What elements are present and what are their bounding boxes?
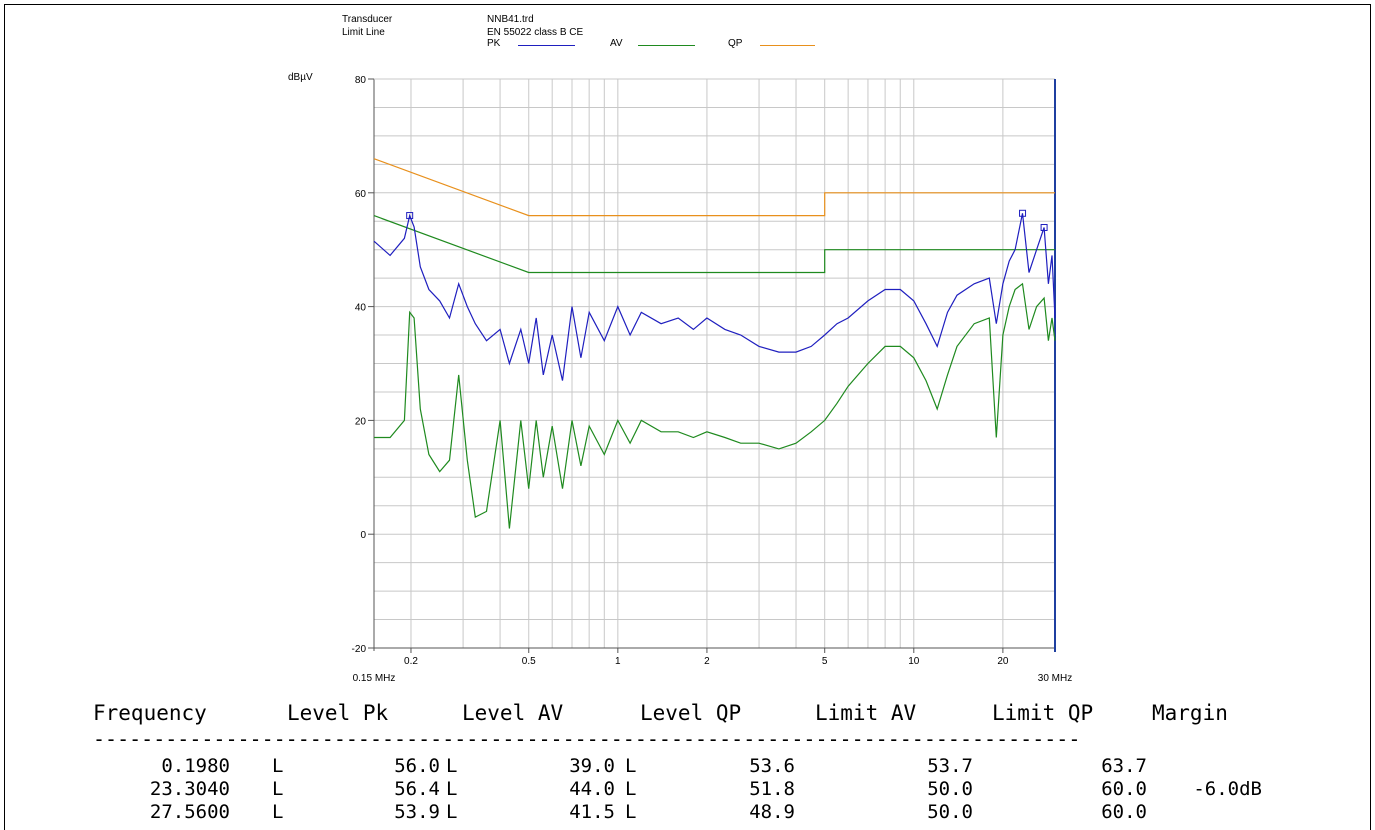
legend-swatch-qp: [760, 45, 815, 46]
y-tick-label: 80: [355, 75, 367, 86]
y-tick-label: 20: [355, 416, 367, 427]
x-min-label: 0.15 MHz: [353, 673, 396, 684]
y-tick-label: 0: [360, 530, 366, 541]
series-av: [373, 215, 1055, 274]
table-header-level-qp: Level QP: [640, 701, 742, 725]
legend-label-pk: PK: [487, 38, 501, 49]
peak-marker: [406, 212, 414, 220]
table-cell-freq: 27.5600: [149, 801, 230, 823]
table-cell-qp: 48.9: [749, 801, 795, 823]
table-cell-lim-av: 50.0: [927, 778, 973, 800]
limit-line-label: Limit Line: [342, 27, 385, 38]
series-pk: [373, 213, 1056, 381]
chart-tick-labels: -20 0 20 40 60 80 0.2 0.5 1 2 5 10 20 0.15 MHz 30 MHz: [352, 75, 1073, 684]
chart-axes: [368, 78, 1056, 653]
table-cell-lim-qp: 63.7: [1101, 755, 1147, 777]
table-cell-lim-av: 50.0: [927, 801, 973, 823]
table-cell-av: 41.5: [569, 801, 615, 823]
transducer-value: NNB41.trd: [487, 14, 534, 25]
x-tick-label: 2: [704, 656, 710, 667]
table-header-level-pk: Level Pk: [287, 701, 389, 725]
table-cell-av: 44.0: [569, 778, 615, 800]
peak-marker: [1019, 209, 1027, 217]
table-cell-pk: 53.9: [394, 801, 440, 823]
table-cell-margin: -6.0dB: [1193, 778, 1262, 800]
peak-marker: [1040, 224, 1048, 232]
x-tick-label: 20: [997, 656, 1009, 667]
limit-line-value: EN 55022 class B CE: [487, 27, 584, 38]
x-tick-label: 10: [908, 656, 920, 667]
table-cell-av-det: L: [446, 778, 458, 800]
table-cell-qp: 53.6: [749, 755, 795, 777]
chart-series: [373, 158, 1056, 529]
table-cell-lim-qp: 60.0: [1101, 778, 1147, 800]
legend-label-qp: QP: [728, 38, 743, 49]
legend-swatch-av: [638, 45, 695, 46]
table-header-limit-qp: Limit QP: [992, 701, 1094, 725]
table-cell-pk-det: L: [272, 755, 284, 777]
y-tick-label: 60: [355, 189, 367, 200]
table-cell-freq: 0.1980: [161, 755, 230, 777]
table-cell-pk: 56.4: [394, 778, 440, 800]
table-cell-qp: 51.8: [749, 778, 795, 800]
emission-chart: -20 0 20 40 60 80 0.2 0.5 1 2 5 10 20 0.15 MHz 30 MHz: [352, 75, 1073, 684]
table-cell-lim-qp: 60.0: [1101, 801, 1147, 823]
chart-grid: [374, 78, 1055, 649]
table-cell-av-det: L: [446, 755, 458, 777]
table-cell-av: 39.0: [569, 755, 615, 777]
table-cell-pk-det: L: [272, 778, 284, 800]
x-max-label: 30 MHz: [1038, 673, 1072, 684]
table-rule: ----------------------------------------…: [93, 728, 1081, 750]
x-tick-label: 0.5: [522, 656, 536, 667]
table-cell-qp-det: L: [625, 755, 637, 777]
table-cell-qp-det: L: [625, 778, 637, 800]
table-cell-pk-det: L: [272, 801, 284, 823]
table-cell-freq: 23.3040: [149, 778, 230, 800]
y-tick-label: 40: [355, 303, 367, 314]
y-tick-label: -20: [352, 644, 367, 655]
transducer-label: Transducer: [342, 14, 393, 25]
table-cell-pk: 56.0: [394, 755, 440, 777]
legend-swatch-pk: [518, 45, 575, 46]
table-header-level-av: Level AV: [462, 701, 564, 725]
table-cell-av-det: L: [446, 801, 458, 823]
series-av-measured: [374, 282, 1056, 529]
x-tick-label: 5: [822, 656, 828, 667]
table-cell-qp-det: L: [625, 801, 637, 823]
chart-markers: [406, 209, 1048, 232]
y-axis-label: dBµV: [288, 72, 313, 83]
table-header-frequency: Frequency: [93, 701, 207, 725]
legend-label-av: AV: [610, 38, 623, 49]
table-header-limit-av: Limit AV: [815, 701, 917, 725]
table-header-margin: Margin: [1152, 701, 1228, 725]
table-cell-lim-av: 53.7: [927, 755, 973, 777]
x-tick-label: 1: [615, 656, 621, 667]
series-qp: [373, 158, 1055, 217]
page-frame: [4, 4, 1371, 830]
x-tick-label: 0.2: [404, 656, 418, 667]
